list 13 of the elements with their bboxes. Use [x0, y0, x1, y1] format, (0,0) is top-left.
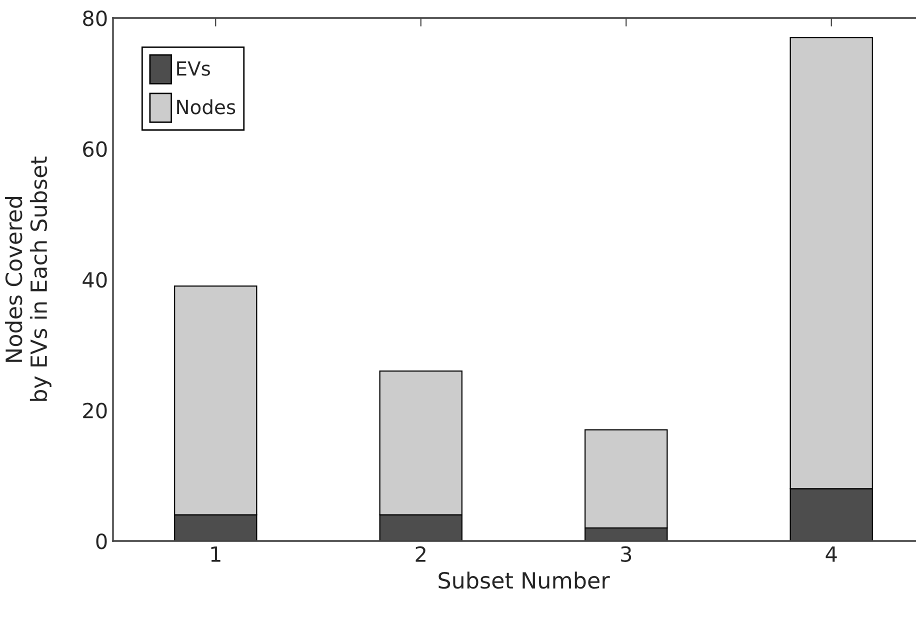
x-tick-label: 1 [211, 546, 220, 562]
y-tick-label: 80 [83, 10, 107, 26]
legend-label: Nodes [177, 99, 236, 114]
y-tick-label: 60 [83, 141, 107, 157]
y-axis-title: Nodes Covered by EVs in Each Subset [5, 156, 52, 401]
legend-label: EVs [177, 61, 210, 76]
y-tick-label: 40 [82, 272, 107, 288]
x-axis-title: Subset Number [438, 572, 610, 589]
y-tick-label: 20 [83, 402, 107, 418]
x-tick-label: 4 [826, 546, 837, 562]
x-tick-label: 2 [416, 546, 426, 562]
x-tick-label: 3 [621, 546, 632, 562]
y-tick-label: 0 [96, 533, 107, 550]
